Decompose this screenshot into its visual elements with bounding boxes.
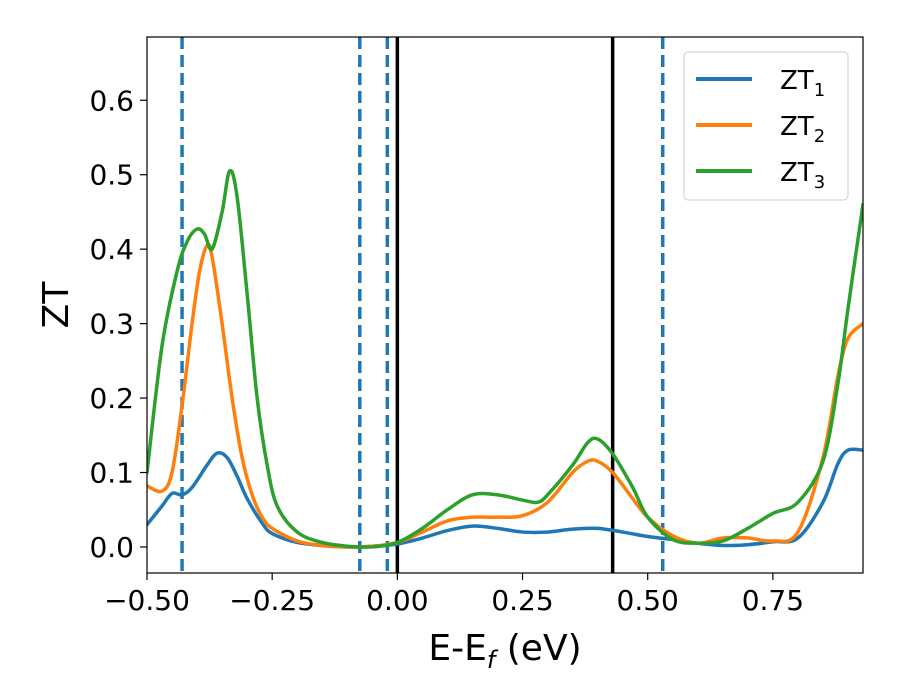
x-tick-label: −0.50 [104, 584, 190, 617]
y-tick-label: 0.5 [89, 159, 134, 192]
y-tick-label: 0.1 [89, 457, 134, 490]
x-tick-label: 0.00 [366, 584, 428, 617]
series-lines [147, 168, 863, 549]
x-tick-label: 0.50 [617, 584, 679, 617]
y-tick-label: 0.6 [89, 84, 134, 117]
x-tick-label: −0.25 [229, 584, 315, 617]
plot-lines [180, 37, 665, 573]
legend: ZT1 ZT2 ZT3 [683, 51, 849, 201]
y-tick-label: 0.2 [89, 382, 134, 415]
x-tick-label: 0.75 [742, 584, 804, 617]
axes-frame [146, 36, 864, 574]
legend-label-zt1: ZT1 [780, 66, 825, 101]
legend-label-zt2: ZT2 [780, 112, 825, 147]
series-line-zt3 [147, 168, 863, 549]
y-tick-label: 0.3 [89, 308, 134, 341]
x-axis-ticks: −0.50 −0.25 0.00 0.25 0.50 0.75 [104, 573, 804, 617]
y-axis-title: ZT [36, 281, 77, 329]
series-line-zt1 [147, 447, 863, 549]
y-tick-label: 0.4 [89, 233, 134, 266]
x-tick-label: 0.25 [491, 584, 553, 617]
series-line-zt2 [147, 242, 863, 549]
y-axis-ticks: 0.0 0.1 0.2 0.3 0.4 0.5 0.6 [89, 84, 147, 564]
legend-label-zt3: ZT3 [780, 158, 825, 193]
x-axis-title: E-Ef (eV) [428, 628, 581, 674]
y-tick-label: 0.0 [89, 531, 134, 564]
legend-box [683, 51, 849, 201]
